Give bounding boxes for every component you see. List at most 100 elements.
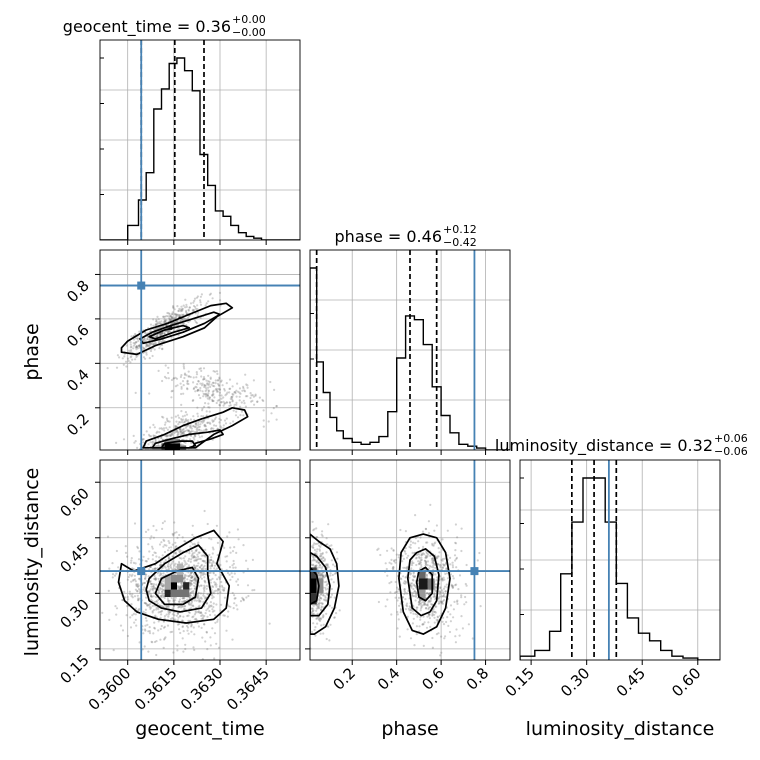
scatter-point	[133, 343, 136, 346]
scatter-point	[301, 601, 303, 603]
scatter-point	[145, 343, 148, 346]
scatter-point	[434, 573, 437, 576]
scatter-point	[429, 606, 432, 609]
scatter-point	[405, 605, 409, 608]
scatter-point	[145, 602, 148, 605]
scatter-point	[304, 580, 306, 582]
scatter-point	[212, 384, 215, 387]
scatter-point	[206, 593, 209, 596]
scatter-point	[252, 379, 255, 382]
scatter-point	[415, 592, 418, 595]
scatter-point	[157, 598, 160, 602]
scatter-point	[195, 373, 199, 376]
scatter-point	[164, 558, 167, 562]
scatter-point	[137, 588, 141, 591]
scatter-point	[146, 344, 149, 347]
scatter-point	[322, 598, 326, 601]
scatter-point	[192, 556, 195, 559]
scatter-point	[116, 354, 119, 357]
scatter-point	[449, 613, 452, 616]
scatter-point	[211, 398, 214, 401]
scatter-point	[320, 608, 323, 611]
scatter-point	[160, 624, 163, 628]
scatter-point	[431, 636, 434, 640]
scatter-point	[144, 357, 147, 360]
scatter-point	[429, 503, 432, 506]
scatter-point	[166, 564, 169, 568]
scatter-point	[198, 436, 201, 439]
scatter-point	[230, 572, 233, 575]
scatter-point	[161, 593, 165, 596]
scatter-point	[183, 322, 186, 325]
scatter-point	[233, 572, 236, 575]
scatter-point	[218, 394, 221, 397]
scatter-point	[424, 561, 427, 565]
scatter-point	[203, 595, 206, 598]
scatter-point	[152, 435, 156, 438]
scatter-point	[196, 596, 199, 600]
scatter-point	[226, 535, 229, 538]
scatter-point	[194, 549, 197, 552]
scatter-point	[195, 296, 198, 299]
scatter-point	[197, 311, 200, 314]
scatter-point	[460, 596, 463, 599]
scatter-point	[206, 607, 209, 610]
scatter-point	[173, 521, 176, 524]
scatter-point	[202, 567, 205, 570]
scatter-point	[156, 430, 159, 433]
scatter-point	[151, 441, 154, 444]
scatter-point	[192, 579, 195, 582]
scatter-point	[441, 602, 444, 605]
scatter-point	[416, 553, 419, 557]
scatter-point	[421, 623, 424, 626]
scatter-point	[151, 443, 154, 446]
scatter-point	[200, 597, 203, 600]
scatter-point	[129, 350, 132, 353]
scatter-point	[184, 306, 187, 309]
scatter-point	[183, 430, 186, 433]
scatter-point	[133, 522, 137, 525]
scatter-point	[302, 572, 304, 574]
scatter-point	[464, 595, 467, 599]
scatter-point	[330, 587, 333, 591]
scatter-point	[410, 608, 413, 611]
scatter-point	[240, 401, 243, 404]
scatter-point	[455, 556, 458, 560]
xtick-label: 0.15	[502, 664, 538, 700]
scatter-point	[174, 316, 178, 319]
scatter-point	[175, 377, 179, 380]
scatter-point	[187, 419, 190, 422]
scatter-point	[178, 600, 181, 603]
scatter-point	[229, 605, 232, 608]
scatter-point	[301, 577, 303, 579]
scatter-point	[150, 582, 153, 586]
scatter-point	[194, 585, 197, 588]
scatter-point	[319, 596, 322, 599]
scatter-point	[150, 640, 153, 643]
scatter-point	[193, 581, 196, 584]
scatter-point	[195, 422, 198, 425]
scatter-point	[200, 435, 204, 438]
scatter-point	[149, 441, 152, 444]
scatter-panel-phase-luminosity_distance	[301, 503, 482, 657]
scatter-point	[228, 573, 231, 576]
scatter-point	[201, 421, 204, 424]
scatter-point	[215, 390, 218, 393]
scatter-point	[420, 556, 423, 559]
scatter-point	[177, 586, 180, 589]
scatter-point	[144, 577, 147, 580]
scatter-point	[251, 394, 254, 397]
scatter-point	[190, 601, 193, 604]
scatter-point	[225, 417, 228, 420]
scatter-point	[152, 318, 155, 321]
scatter-point	[435, 633, 438, 636]
scatter-point	[170, 433, 173, 437]
scatter-point	[270, 412, 273, 415]
scatter-point	[210, 563, 214, 567]
scatter-point	[200, 375, 203, 378]
scatter-point	[422, 615, 425, 618]
scatter-point	[137, 599, 140, 602]
scatter-point	[178, 557, 181, 560]
scatter-point	[211, 297, 214, 300]
scatter-point	[165, 435, 168, 438]
